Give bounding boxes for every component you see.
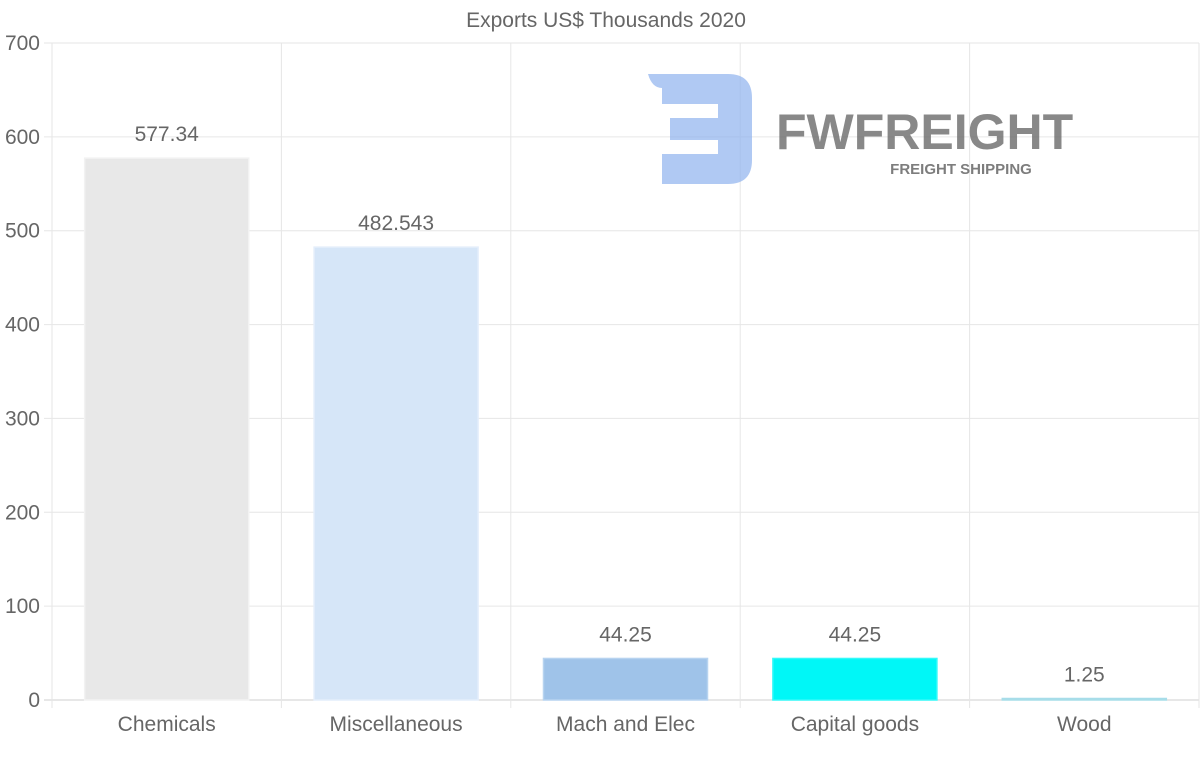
bar[interactable]	[83, 157, 250, 701]
data-label: 482.543	[358, 212, 434, 235]
data-label: 44.25	[599, 623, 652, 646]
x-axis: Chemicals Miscellaneous Mach and Elec Capit…	[118, 713, 1112, 736]
bar[interactable]	[1001, 697, 1168, 701]
watermark-logo: FWFREIGHT FREIGHT SHIPPING	[648, 74, 1073, 184]
x-tick-label: Wood	[1057, 713, 1111, 736]
bar[interactable]	[542, 657, 709, 701]
y-tick-label: 200	[5, 501, 40, 524]
x-tick-label: Chemicals	[118, 713, 216, 736]
bar[interactable]	[772, 657, 938, 701]
x-tick-label: Miscellaneous	[330, 713, 463, 736]
y-tick-label: 500	[5, 220, 40, 243]
data-label: 44.25	[829, 623, 882, 646]
data-label: 1.25	[1064, 664, 1105, 687]
y-tick-label: 400	[5, 314, 40, 337]
y-tick-label: 700	[5, 32, 40, 55]
y-axis: 0 100 200 300 400 500 600 700	[5, 32, 40, 712]
y-tick-label: 300	[5, 407, 40, 430]
data-label: 577.34	[135, 123, 200, 146]
data-labels: 577.34 482.543 44.25 44.25 1.25	[135, 123, 1105, 686]
x-tick-label: Capital goods	[791, 713, 919, 736]
bar[interactable]	[313, 246, 479, 701]
watermark-name: FWFREIGHT	[776, 104, 1073, 160]
watermark-tagline: FREIGHT SHIPPING	[890, 161, 1032, 178]
bars	[83, 157, 1168, 701]
y-tick-label: 100	[5, 595, 40, 618]
logo-mark-icon	[648, 74, 752, 184]
x-tick-label: Mach and Elec	[556, 713, 695, 736]
y-tick-label: 600	[5, 126, 40, 149]
y-tick-label: 0	[28, 689, 40, 712]
chart-title: Exports US$ Thousands 2020	[466, 9, 746, 32]
